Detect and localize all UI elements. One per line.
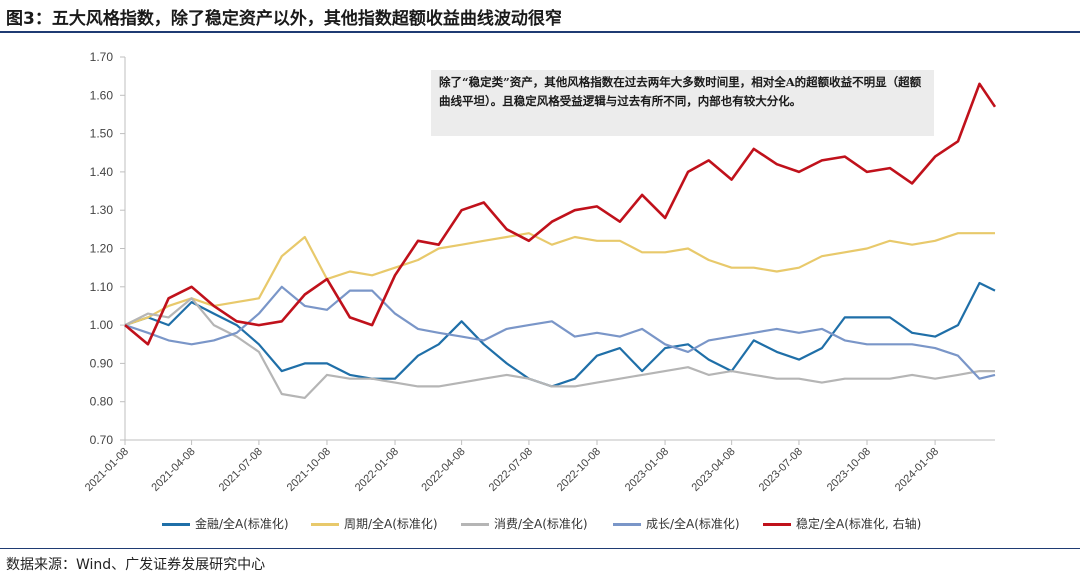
y-tick-label: 1.00 <box>90 318 114 332</box>
x-tick-label: 2021-07-08 <box>217 446 265 494</box>
y-axis: 0.70 0.80 0.90 1.00 1.10 1.20 1.30 1.40 1.50 1.60… <box>90 50 126 447</box>
x-tick-label: 2023-04-08 <box>689 446 737 494</box>
x-tick-label: 2022-04-08 <box>419 446 467 494</box>
x-tick-label: 2021-10-08 <box>285 446 333 494</box>
chart-title: 图3：五大风格指数，除了稳定资产以外，其他指数超额收益曲线波动很窄 <box>6 9 562 29</box>
y-tick-label: 0.90 <box>90 356 114 370</box>
y-tick-label: 1.70 <box>90 50 114 64</box>
series-line-1 <box>124 232 995 327</box>
legend-label: 成长/全A(标准化) <box>646 517 740 531</box>
legend-label: 稳定/全A(标准化, 右轴) <box>796 517 922 531</box>
y-tick-label: 1.30 <box>90 203 114 217</box>
title-bar: 图3：五大风格指数，除了稳定资产以外，其他指数超额收益曲线波动很窄 <box>0 0 1080 33</box>
legend-swatch <box>763 523 791 526</box>
x-tick-label: 2023-01-08 <box>623 446 671 494</box>
series-line-0 <box>124 281 996 388</box>
y-tick-label: 1.60 <box>90 88 114 102</box>
series-lines <box>124 82 997 399</box>
legend-label: 周期/全A(标准化) <box>344 517 438 531</box>
source-note: 数据来源：Wind、广发证券发展研究中心 <box>6 557 266 573</box>
x-tick-label: 2022-10-08 <box>555 446 603 494</box>
y-tick-label: 1.10 <box>90 280 114 294</box>
y-tick-label: 1.20 <box>90 242 114 256</box>
y-tick-label: 1.40 <box>90 165 114 179</box>
series-line-3 <box>124 285 996 380</box>
x-tick-label: 2023-07-08 <box>757 446 805 494</box>
y-tick-label: 1.50 <box>90 127 114 141</box>
x-tick-label: 2024-01-08 <box>893 446 941 494</box>
legend-label: 金融/全A(标准化) <box>195 517 289 531</box>
line-chart: 0.70 0.80 0.90 1.00 1.10 1.20 1.30 1.40 1.50 1.60… <box>83 50 997 494</box>
x-axis: 2021-01-08 2021-04-08 2021-07-08 2021-10-08… <box>83 439 995 494</box>
x-tick-label: 2021-01-08 <box>83 446 131 494</box>
legend-label: 消费/全A(标准化) <box>494 517 588 531</box>
x-tick-label: 2022-01-08 <box>353 446 401 494</box>
legend-swatch <box>613 523 641 526</box>
x-tick-label: 2021-04-08 <box>149 446 197 494</box>
legend-swatch <box>162 523 190 526</box>
annotation-box: 除了“稳定类”资产，其他风格指数在过去两年大多数时间里，相对全A的超额收益不明显… <box>431 70 934 136</box>
x-tick-label: 2022-07-08 <box>487 446 535 494</box>
legend-swatch <box>311 523 339 526</box>
y-tick-label: 0.80 <box>90 395 114 409</box>
y-tick-label: 0.70 <box>90 433 114 447</box>
series-line-4 <box>124 82 997 346</box>
series-line-2 <box>124 297 995 399</box>
x-tick-label: 2023-10-08 <box>825 446 873 494</box>
footer-divider <box>0 548 1080 549</box>
legend: 金融/全A(标准化) 周期/全A(标准化) 消费/全A(标准化) 成长/全A(标准化)… <box>0 514 1080 534</box>
legend-swatch <box>461 523 489 526</box>
